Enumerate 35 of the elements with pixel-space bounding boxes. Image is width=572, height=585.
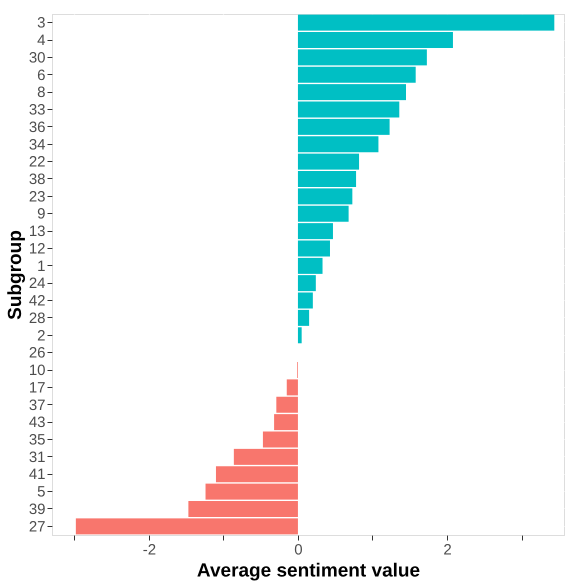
y-tick-label: 10 [28,362,46,380]
y-tick-label: 37 [28,396,46,414]
y-tick-label: 2 [37,327,46,344]
y-tick-label: 23 [28,188,46,206]
y-tick-label: 39 [28,500,46,518]
y-tick-label: 30 [28,49,46,66]
y-tick-label: 22 [28,154,46,171]
y-tick-label: 12 [28,240,46,258]
y-tick-label: 41 [28,466,46,484]
y-tick-label: 36 [28,118,46,136]
y-tick-label: 38 [28,170,46,188]
y-tick-label: 8 [37,84,46,102]
y-tick-label: 31 [28,448,46,466]
y-tick-label: 6 [37,66,46,84]
y-tick-label: 17 [28,379,46,396]
y-tick-label: 28 [28,310,46,327]
x-tick-label: 2 [443,542,452,558]
y-tick-label: 24 [28,275,46,292]
y-tick-label: 1 [37,258,46,275]
x-tick-label: -2 [142,542,156,558]
y-tick-label: 33 [28,102,46,119]
y-axis-title: Subgroup [4,230,26,320]
y-tick-label: 26 [28,344,46,362]
y-tick-label: 43 [28,414,46,432]
y-tick-label: 5 [37,484,46,501]
y-tick-label: 34 [28,136,46,154]
x-tick-label: 0 [294,542,303,558]
x-axis-title: Average sentiment value [196,560,420,582]
y-tick-label: 3 [37,14,46,32]
y-tick-label: 13 [28,223,46,240]
y-tick-label: 4 [37,32,46,50]
y-tick-label: 35 [28,431,46,448]
y-tick-label: 9 [37,206,46,223]
y-tick-label: 27 [28,518,46,536]
y-tick-label: 42 [28,292,46,310]
